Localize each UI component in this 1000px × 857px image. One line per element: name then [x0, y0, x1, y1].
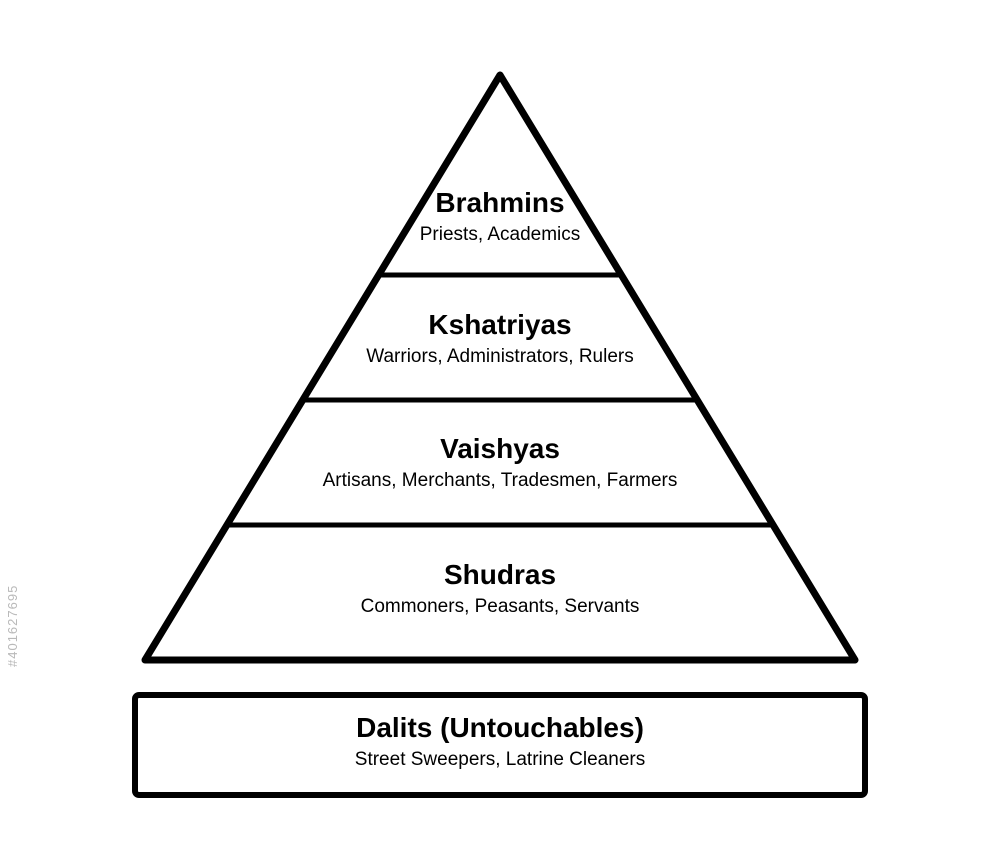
outcaste-box	[135, 695, 865, 795]
pyramid-outline	[145, 75, 855, 660]
pyramid-svg	[0, 0, 1000, 857]
diagram-stage: Brahmins Priests, Academics Kshatriyas W…	[0, 0, 1000, 857]
watermark-text: #401627695	[5, 585, 20, 667]
